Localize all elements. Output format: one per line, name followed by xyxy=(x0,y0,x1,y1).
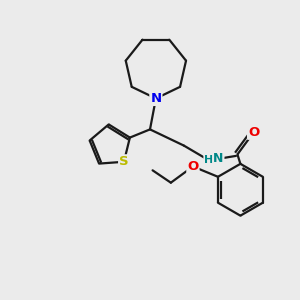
Text: S: S xyxy=(119,155,129,168)
Text: H: H xyxy=(204,155,214,165)
Text: N: N xyxy=(213,152,224,165)
Text: O: O xyxy=(248,126,259,139)
Text: O: O xyxy=(187,160,199,173)
Text: N: N xyxy=(150,92,161,105)
